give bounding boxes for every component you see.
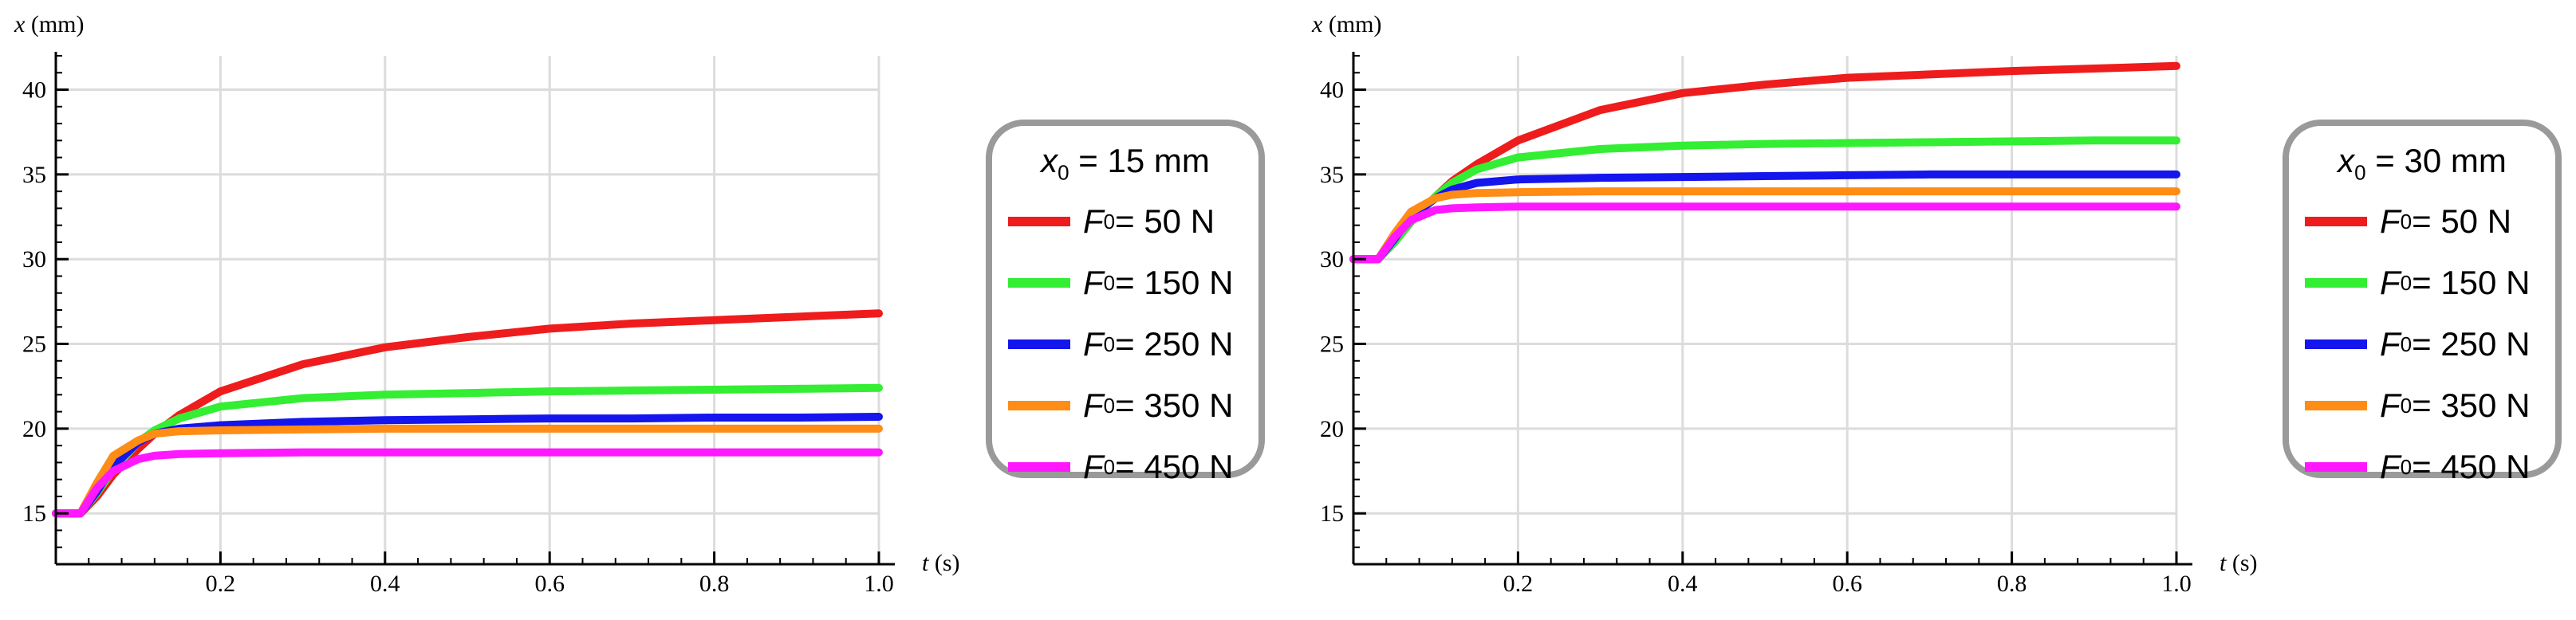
legend-label: = 450 N <box>2412 448 2531 485</box>
legend-symbol: F <box>2380 387 2401 424</box>
x-tick-label: 0.6 <box>534 571 565 597</box>
y-tick-label: 20 <box>1320 416 1344 442</box>
legend-symbol: F <box>1083 264 1104 301</box>
y-tick-label: 25 <box>22 332 46 358</box>
legend-symbol: F <box>1083 387 1104 424</box>
legend-swatch <box>1008 462 1070 472</box>
x-tick-label: 0.8 <box>699 571 730 597</box>
legend-swatch <box>1008 278 1070 288</box>
y-tick-label: 30 <box>1320 246 1344 273</box>
legend-sub: 0 <box>1103 270 1116 295</box>
legend-sub: 0 <box>2400 454 2413 479</box>
series-line-2 <box>1349 136 2180 264</box>
legend-symbol: F <box>2380 325 2401 363</box>
x-tick-label: 1.0 <box>864 571 894 597</box>
legend-title-sub: 0 <box>1058 160 1069 185</box>
legend-symbol: F <box>2380 448 2401 485</box>
legend-sub: 0 <box>2400 332 2413 356</box>
legend-label: = 450 N <box>1115 448 1234 485</box>
legend-swatch <box>2305 278 2367 288</box>
legend-label: = 50 N <box>1115 202 1215 240</box>
legend-title-text: = 30 mm <box>2365 142 2507 179</box>
legend-sub: 0 <box>2400 393 2413 418</box>
legend-sub: 0 <box>2400 270 2413 295</box>
series-line-3 <box>1349 170 2180 264</box>
legend-label: = 350 N <box>2412 387 2531 424</box>
legend-swatch <box>1008 339 1070 349</box>
legend-swatch <box>1008 401 1070 410</box>
legend-swatch <box>2305 217 2367 226</box>
y-tick-label: 15 <box>1320 500 1344 527</box>
legend-title-symbol: x <box>1041 142 1058 179</box>
legend-sub: 0 <box>1103 393 1116 418</box>
legend-symbol: F <box>2380 202 2401 240</box>
legend-sub: 0 <box>1103 209 1116 233</box>
legend-label: = 150 N <box>1115 264 1234 301</box>
x-tick-label: 0.6 <box>1832 571 1862 597</box>
series-line-4 <box>52 424 883 518</box>
x-tick-label: 0.4 <box>370 571 400 597</box>
x-tick-label: 0.2 <box>206 571 236 597</box>
series-line-4 <box>1349 187 2180 264</box>
y-tick-label: 20 <box>22 416 46 442</box>
series-line-1 <box>1349 61 2180 264</box>
legend-symbol: F <box>2380 264 2401 301</box>
x-tick-label: 0.2 <box>1503 571 1534 597</box>
legend-swatch <box>2305 339 2367 349</box>
y-tick-label: 30 <box>22 246 46 273</box>
legend-label: = 250 N <box>2412 325 2531 363</box>
legend-symbol: F <box>1083 202 1104 240</box>
legend-title-text: = 15 mm <box>1069 142 1210 179</box>
legend-symbol: F <box>1083 448 1104 485</box>
y-tick-label: 35 <box>22 162 46 188</box>
legend-title: x0 = 30 mm <box>2289 142 2555 185</box>
legend-title: x0 = 15 mm <box>992 142 1258 185</box>
legend-label: = 50 N <box>2412 202 2512 240</box>
y-tick-label: 35 <box>1320 162 1344 188</box>
x-axis-label: t (s) <box>922 550 960 576</box>
legend-symbol: F <box>1083 325 1104 363</box>
legend-swatch <box>2305 401 2367 410</box>
x-tick-label: 0.8 <box>1997 571 2027 597</box>
legend-label: = 350 N <box>1115 387 1234 424</box>
series-line-5 <box>1349 202 2180 264</box>
x-tick-label: 0.4 <box>1668 571 1698 597</box>
legend-title-sub: 0 <box>2354 160 2366 185</box>
x-tick-label: 1.0 <box>2161 571 2192 597</box>
y-tick-label: 40 <box>1320 77 1344 104</box>
y-tick-label: 15 <box>22 500 46 527</box>
legend-swatch <box>2305 462 2367 472</box>
legend-swatch <box>1008 217 1070 226</box>
series-line-5 <box>52 448 883 518</box>
legend-label: = 250 N <box>1115 325 1234 363</box>
x-axis-label: t (s) <box>2220 550 2258 576</box>
y-tick-label: 25 <box>1320 332 1344 358</box>
legend-title-symbol: x <box>2338 142 2355 179</box>
legend-label: = 150 N <box>2412 264 2531 301</box>
legend-sub: 0 <box>1103 332 1116 356</box>
y-tick-label: 40 <box>22 77 46 104</box>
y-axis-label: x (mm) <box>1311 11 1381 37</box>
legend-sub: 0 <box>1103 454 1116 479</box>
legend-sub: 0 <box>2400 209 2413 233</box>
y-axis-label: x (mm) <box>14 11 84 37</box>
